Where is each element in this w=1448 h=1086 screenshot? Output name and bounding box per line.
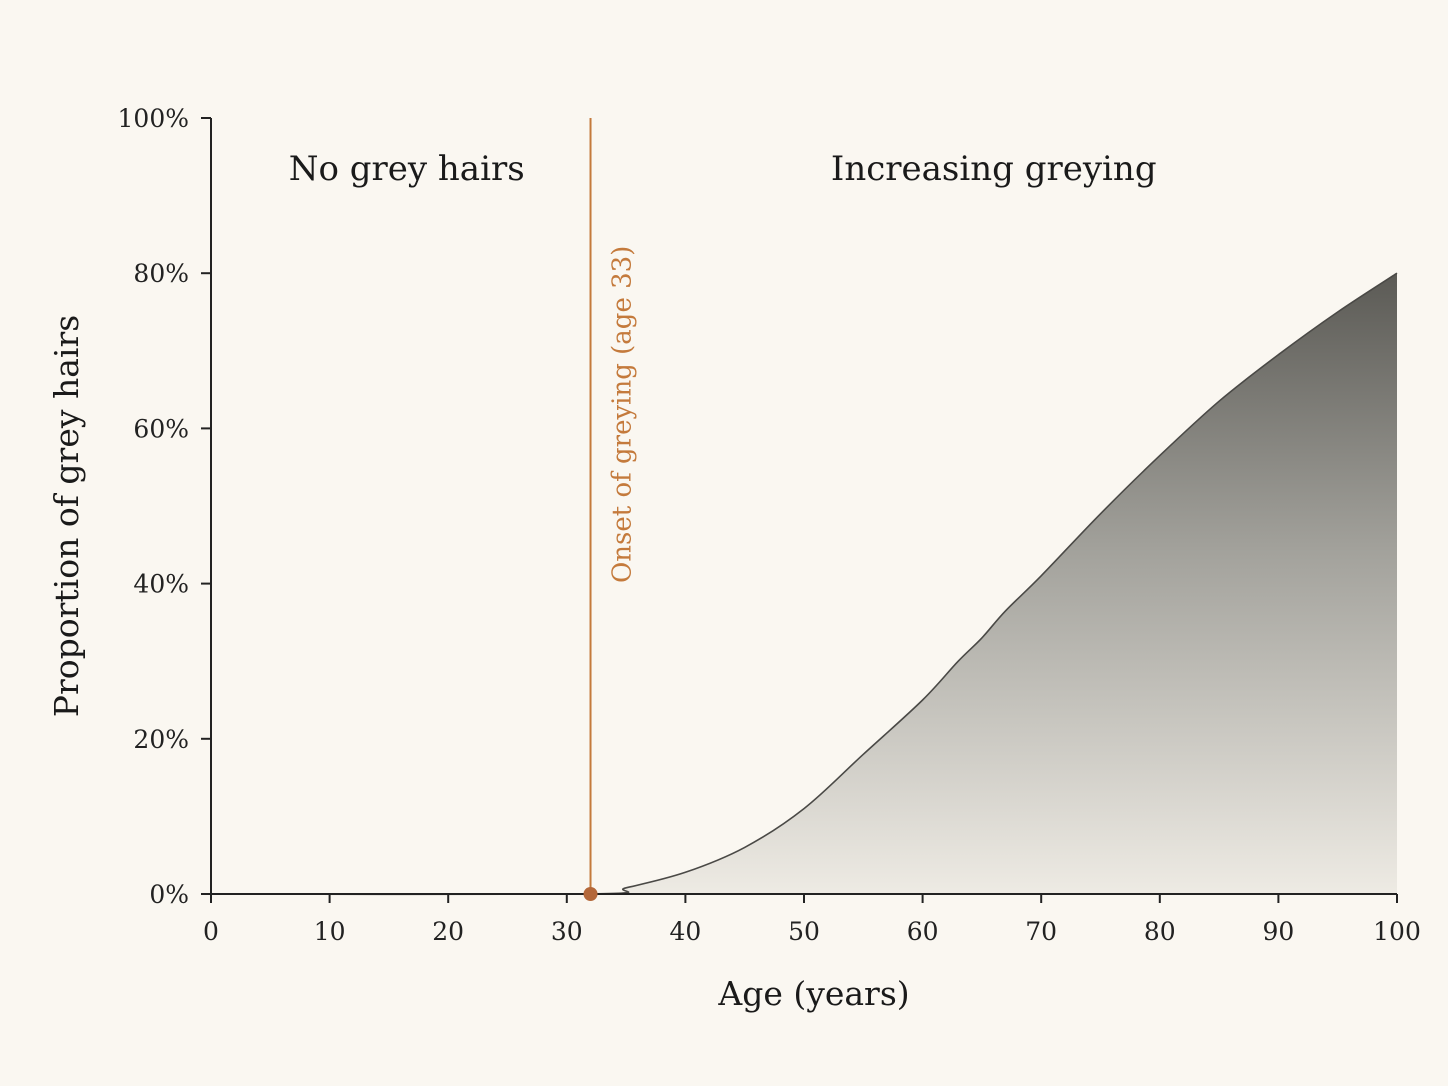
x-tick-label: 10 bbox=[314, 917, 346, 946]
x-axis-ticks: 0 10 20 30 40 50 60 70 80 90 100 bbox=[203, 894, 1421, 946]
region-label-no-grey: No grey hairs bbox=[289, 149, 525, 189]
x-axis-label: Age (years) bbox=[717, 974, 909, 1013]
region-label-increasing-greying: Increasing greying bbox=[831, 149, 1157, 189]
x-tick-label: 40 bbox=[669, 917, 701, 946]
x-tick-label: 70 bbox=[1025, 917, 1057, 946]
x-tick-label: 20 bbox=[432, 917, 464, 946]
x-tick-label: 100 bbox=[1373, 917, 1421, 946]
y-tick-label: 60% bbox=[133, 414, 189, 443]
grey-hair-area bbox=[211, 273, 1397, 895]
onset-label: Onset of greying (age 33) bbox=[608, 246, 638, 583]
grey-hair-curve-line bbox=[210, 272, 1398, 896]
y-tick-label: 100% bbox=[118, 104, 189, 133]
y-axis-ticks: 0% 20% 40% 60% 80% 100% bbox=[118, 104, 211, 909]
y-tick-label: 40% bbox=[133, 570, 189, 599]
x-tick-label: 50 bbox=[788, 917, 820, 946]
x-tick-label: 0 bbox=[203, 917, 219, 946]
y-tick-label: 0% bbox=[149, 880, 189, 909]
onset-marker-dot bbox=[583, 887, 598, 901]
x-tick-label: 80 bbox=[1144, 917, 1176, 946]
x-tick-label: 90 bbox=[1262, 917, 1294, 946]
y-tick-label: 20% bbox=[133, 725, 189, 754]
y-axis-label: Proportion of grey hairs bbox=[47, 315, 86, 717]
x-tick-label: 60 bbox=[907, 917, 939, 946]
x-tick-label: 30 bbox=[551, 917, 583, 946]
y-tick-label: 80% bbox=[133, 259, 189, 288]
